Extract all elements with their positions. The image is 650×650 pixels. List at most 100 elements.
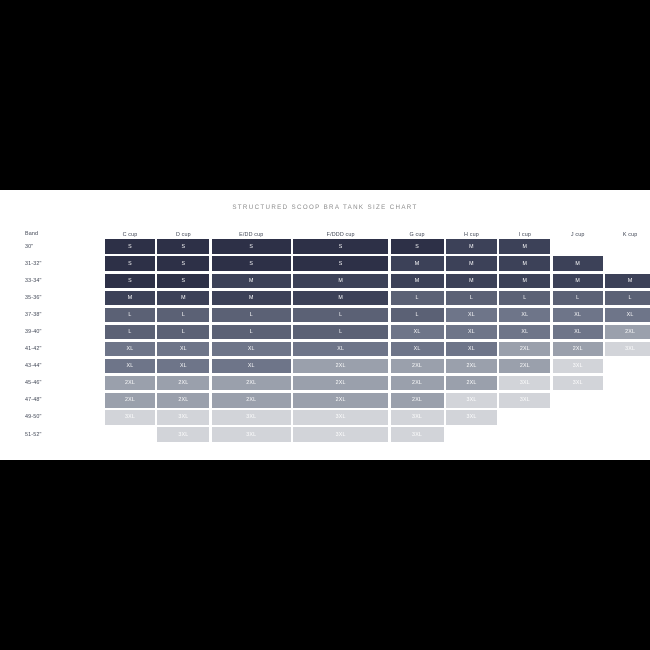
size-cell: 2XL bbox=[390, 376, 444, 391]
size-cell: S bbox=[211, 256, 291, 271]
size-cell: 3XL bbox=[211, 410, 291, 425]
size-cell: XL bbox=[211, 341, 291, 357]
size-cell: XL bbox=[390, 324, 444, 340]
size-cell-empty bbox=[605, 376, 650, 390]
size-cell: M bbox=[445, 239, 497, 254]
table-row: 45-46" 2XL 2XL 2XL 2XL 2XL 2XL 3XL 3XL bbox=[25, 375, 625, 392]
page-title: STRUCTURED SCOOP BRA TANK SIZE CHART bbox=[232, 204, 418, 211]
row-header-band: 45-46" bbox=[25, 380, 42, 387]
row-cells: 2XL 2XL 2XL 2XL 2XL 3XL 3XL bbox=[105, 392, 650, 409]
size-cell: 2XL bbox=[157, 376, 210, 391]
size-cell-empty bbox=[499, 427, 550, 441]
size-cell: 3XL bbox=[552, 376, 603, 391]
size-cell: S bbox=[105, 273, 155, 288]
table-row: 43-44" XL XL XL 2XL 2XL 2XL 2XL 3XL bbox=[25, 358, 625, 375]
size-cell: XL bbox=[157, 359, 210, 374]
size-cell: L bbox=[211, 324, 291, 340]
size-cell: L bbox=[293, 307, 389, 323]
table-row: 47-48" 2XL 2XL 2XL 2XL 2XL 3XL 3XL bbox=[25, 392, 625, 409]
size-cell: 3XL bbox=[390, 410, 444, 425]
table-header-row: Band C cup D cup E/DD cup F/DDD cup G cu… bbox=[25, 226, 637, 238]
size-cell: 3XL bbox=[552, 359, 603, 374]
row-cells: 3XL 3XL 3XL 3XL bbox=[105, 426, 650, 443]
size-cell: L bbox=[605, 290, 650, 306]
row-header-band: 39-40" bbox=[25, 329, 42, 336]
row-header-band: 35-36" bbox=[25, 294, 42, 301]
size-cell: 2XL bbox=[445, 376, 497, 391]
row-header-band: 41-42" bbox=[25, 346, 42, 353]
size-cell: 2XL bbox=[390, 359, 444, 374]
table-row: 37-38" L L L L L XL XL XL XL bbox=[25, 306, 650, 323]
column-header-j-cup: J cup bbox=[570, 231, 585, 238]
table-row: 51-52" 3XL 3XL 3XL 3XL bbox=[25, 426, 625, 443]
size-cell: L bbox=[105, 324, 155, 340]
size-cell: 2XL bbox=[445, 359, 497, 374]
size-cell: XL bbox=[105, 359, 155, 374]
size-cell: M bbox=[390, 273, 444, 288]
size-cell: 2XL bbox=[157, 393, 210, 408]
size-cell: M bbox=[499, 273, 551, 288]
size-cell-empty bbox=[553, 410, 603, 424]
row-header-band: 51-52" bbox=[25, 431, 42, 438]
size-cell: XL bbox=[445, 307, 497, 323]
size-cell: M bbox=[157, 290, 210, 306]
size-cell-empty bbox=[605, 256, 650, 270]
size-cell: 2XL bbox=[211, 376, 291, 391]
size-cell-empty bbox=[605, 393, 650, 407]
size-cell: 3XL bbox=[445, 410, 497, 425]
size-cell: 2XL bbox=[499, 359, 551, 374]
size-cell: 2XL bbox=[390, 393, 444, 408]
size-cell-empty bbox=[446, 427, 497, 441]
size-cell-empty bbox=[553, 239, 603, 253]
table-row: 35-36" M M M M L L L L L bbox=[25, 289, 650, 306]
size-cell: M bbox=[499, 256, 551, 271]
size-cell: XL bbox=[157, 341, 210, 357]
row-header-band: 30" bbox=[25, 243, 34, 250]
size-cell: 2XL bbox=[499, 341, 551, 357]
size-cell: S bbox=[157, 273, 210, 288]
size-cell: 3XL bbox=[105, 410, 155, 425]
row-header-band: 37-38" bbox=[25, 311, 42, 318]
column-header-h-cup: H cup bbox=[464, 231, 479, 238]
size-cell: L bbox=[499, 290, 551, 306]
size-cell: XL bbox=[211, 359, 291, 374]
size-cell: 2XL bbox=[605, 324, 650, 340]
size-cell: L bbox=[105, 307, 155, 323]
size-cell: XL bbox=[552, 307, 603, 323]
size-cell: 2XL bbox=[211, 393, 291, 408]
size-cell: 2XL bbox=[105, 376, 155, 391]
table-row: 30" S S S S S M M bbox=[25, 238, 625, 255]
size-cell-empty bbox=[605, 239, 650, 253]
size-cell: M bbox=[293, 290, 389, 306]
size-cell: XL bbox=[499, 324, 551, 340]
row-cells: 3XL 3XL 3XL 3XL 3XL 3XL bbox=[105, 409, 650, 426]
size-cell: XL bbox=[293, 341, 389, 357]
size-cell: XL bbox=[105, 341, 155, 357]
size-cell: M bbox=[211, 273, 291, 288]
size-cell: XL bbox=[445, 341, 497, 357]
size-cell: 3XL bbox=[157, 410, 210, 425]
size-cell-empty bbox=[553, 427, 603, 441]
row-header-band: 43-44" bbox=[25, 363, 42, 370]
size-cell: S bbox=[157, 239, 210, 254]
size-cell: 3XL bbox=[211, 427, 291, 442]
size-cell: M bbox=[390, 256, 444, 271]
size-cell: L bbox=[445, 290, 497, 306]
size-cell: S bbox=[157, 256, 210, 271]
size-cell: 3XL bbox=[293, 410, 389, 425]
size-cell: XL bbox=[499, 307, 551, 323]
row-header-band: 31-32" bbox=[25, 260, 42, 267]
size-cell: S bbox=[293, 239, 389, 254]
size-cell: M bbox=[552, 256, 603, 271]
size-cell: S bbox=[105, 239, 155, 254]
size-cell: 3XL bbox=[293, 427, 389, 442]
column-header-band: Band bbox=[25, 231, 39, 237]
size-cell: 2XL bbox=[293, 376, 389, 391]
size-cell: 2XL bbox=[293, 359, 389, 374]
size-cell: M bbox=[445, 256, 497, 271]
